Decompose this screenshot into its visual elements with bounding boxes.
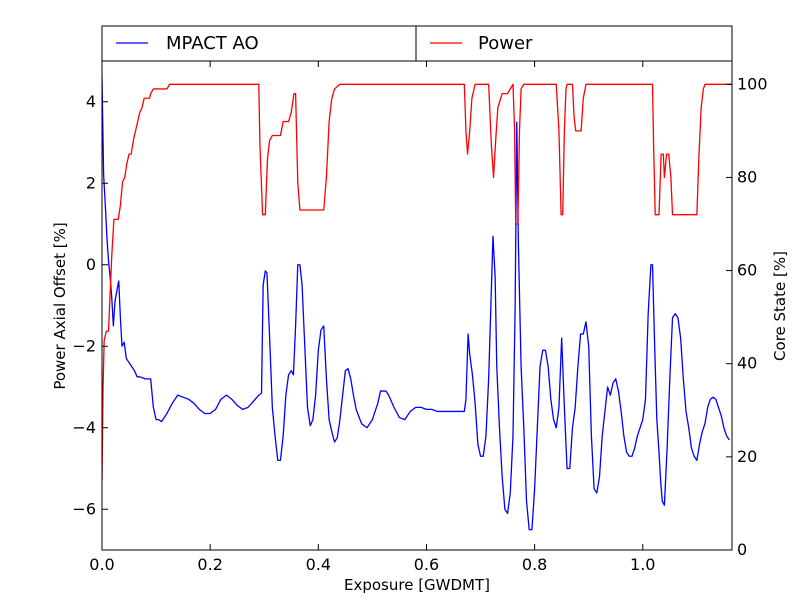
y-left-tick-label: −2 <box>72 336 96 355</box>
x-axis-title: Exposure [GWDMT] <box>344 576 490 594</box>
y-left-tick-label: −6 <box>72 499 96 518</box>
x-tick-label: 0.4 <box>306 555 331 574</box>
y-right-tick-label: 60 <box>737 261 757 280</box>
x-tick-label: 0.0 <box>89 555 114 574</box>
x-axis: 0.0 0.2 0.4 0.6 0.8 1.0 <box>89 61 655 574</box>
y-left-tick-label: 0 <box>86 255 96 274</box>
legend-label-power: Power <box>478 33 533 54</box>
y-right-tick-label: 0 <box>737 540 747 559</box>
x-tick-label: 0.6 <box>414 555 439 574</box>
series-line-power <box>102 83 732 481</box>
x-tick-label: 0.2 <box>197 555 222 574</box>
y-right-tick-label: 80 <box>737 167 757 186</box>
y-axis-left-title: Power Axial Offset [%] <box>51 222 69 389</box>
y-left-tick-label: 4 <box>86 92 96 111</box>
y-left-tick-label: 2 <box>86 173 96 192</box>
y-axis-left: −6 −4 −2 0 2 4 <box>72 92 108 518</box>
y-axis-right-title: Core State [%] <box>771 251 789 361</box>
legend: MPACT AO Power <box>101 25 733 62</box>
x-tick-label: 0.8 <box>522 555 547 574</box>
legend-label-mpact-ao: MPACT AO <box>166 33 259 54</box>
y-right-tick-label: 20 <box>737 447 757 466</box>
y-left-tick-label: −4 <box>72 418 96 437</box>
y-right-tick-label: 100 <box>737 74 768 93</box>
y-axis-right: 0 20 40 60 80 100 <box>726 74 768 559</box>
y-right-tick-label: 40 <box>737 354 757 373</box>
series-layer <box>102 77 732 531</box>
legend-frame <box>101 25 733 62</box>
x-tick-label: 1.0 <box>630 555 655 574</box>
series-line-mpact-ao <box>102 77 730 531</box>
